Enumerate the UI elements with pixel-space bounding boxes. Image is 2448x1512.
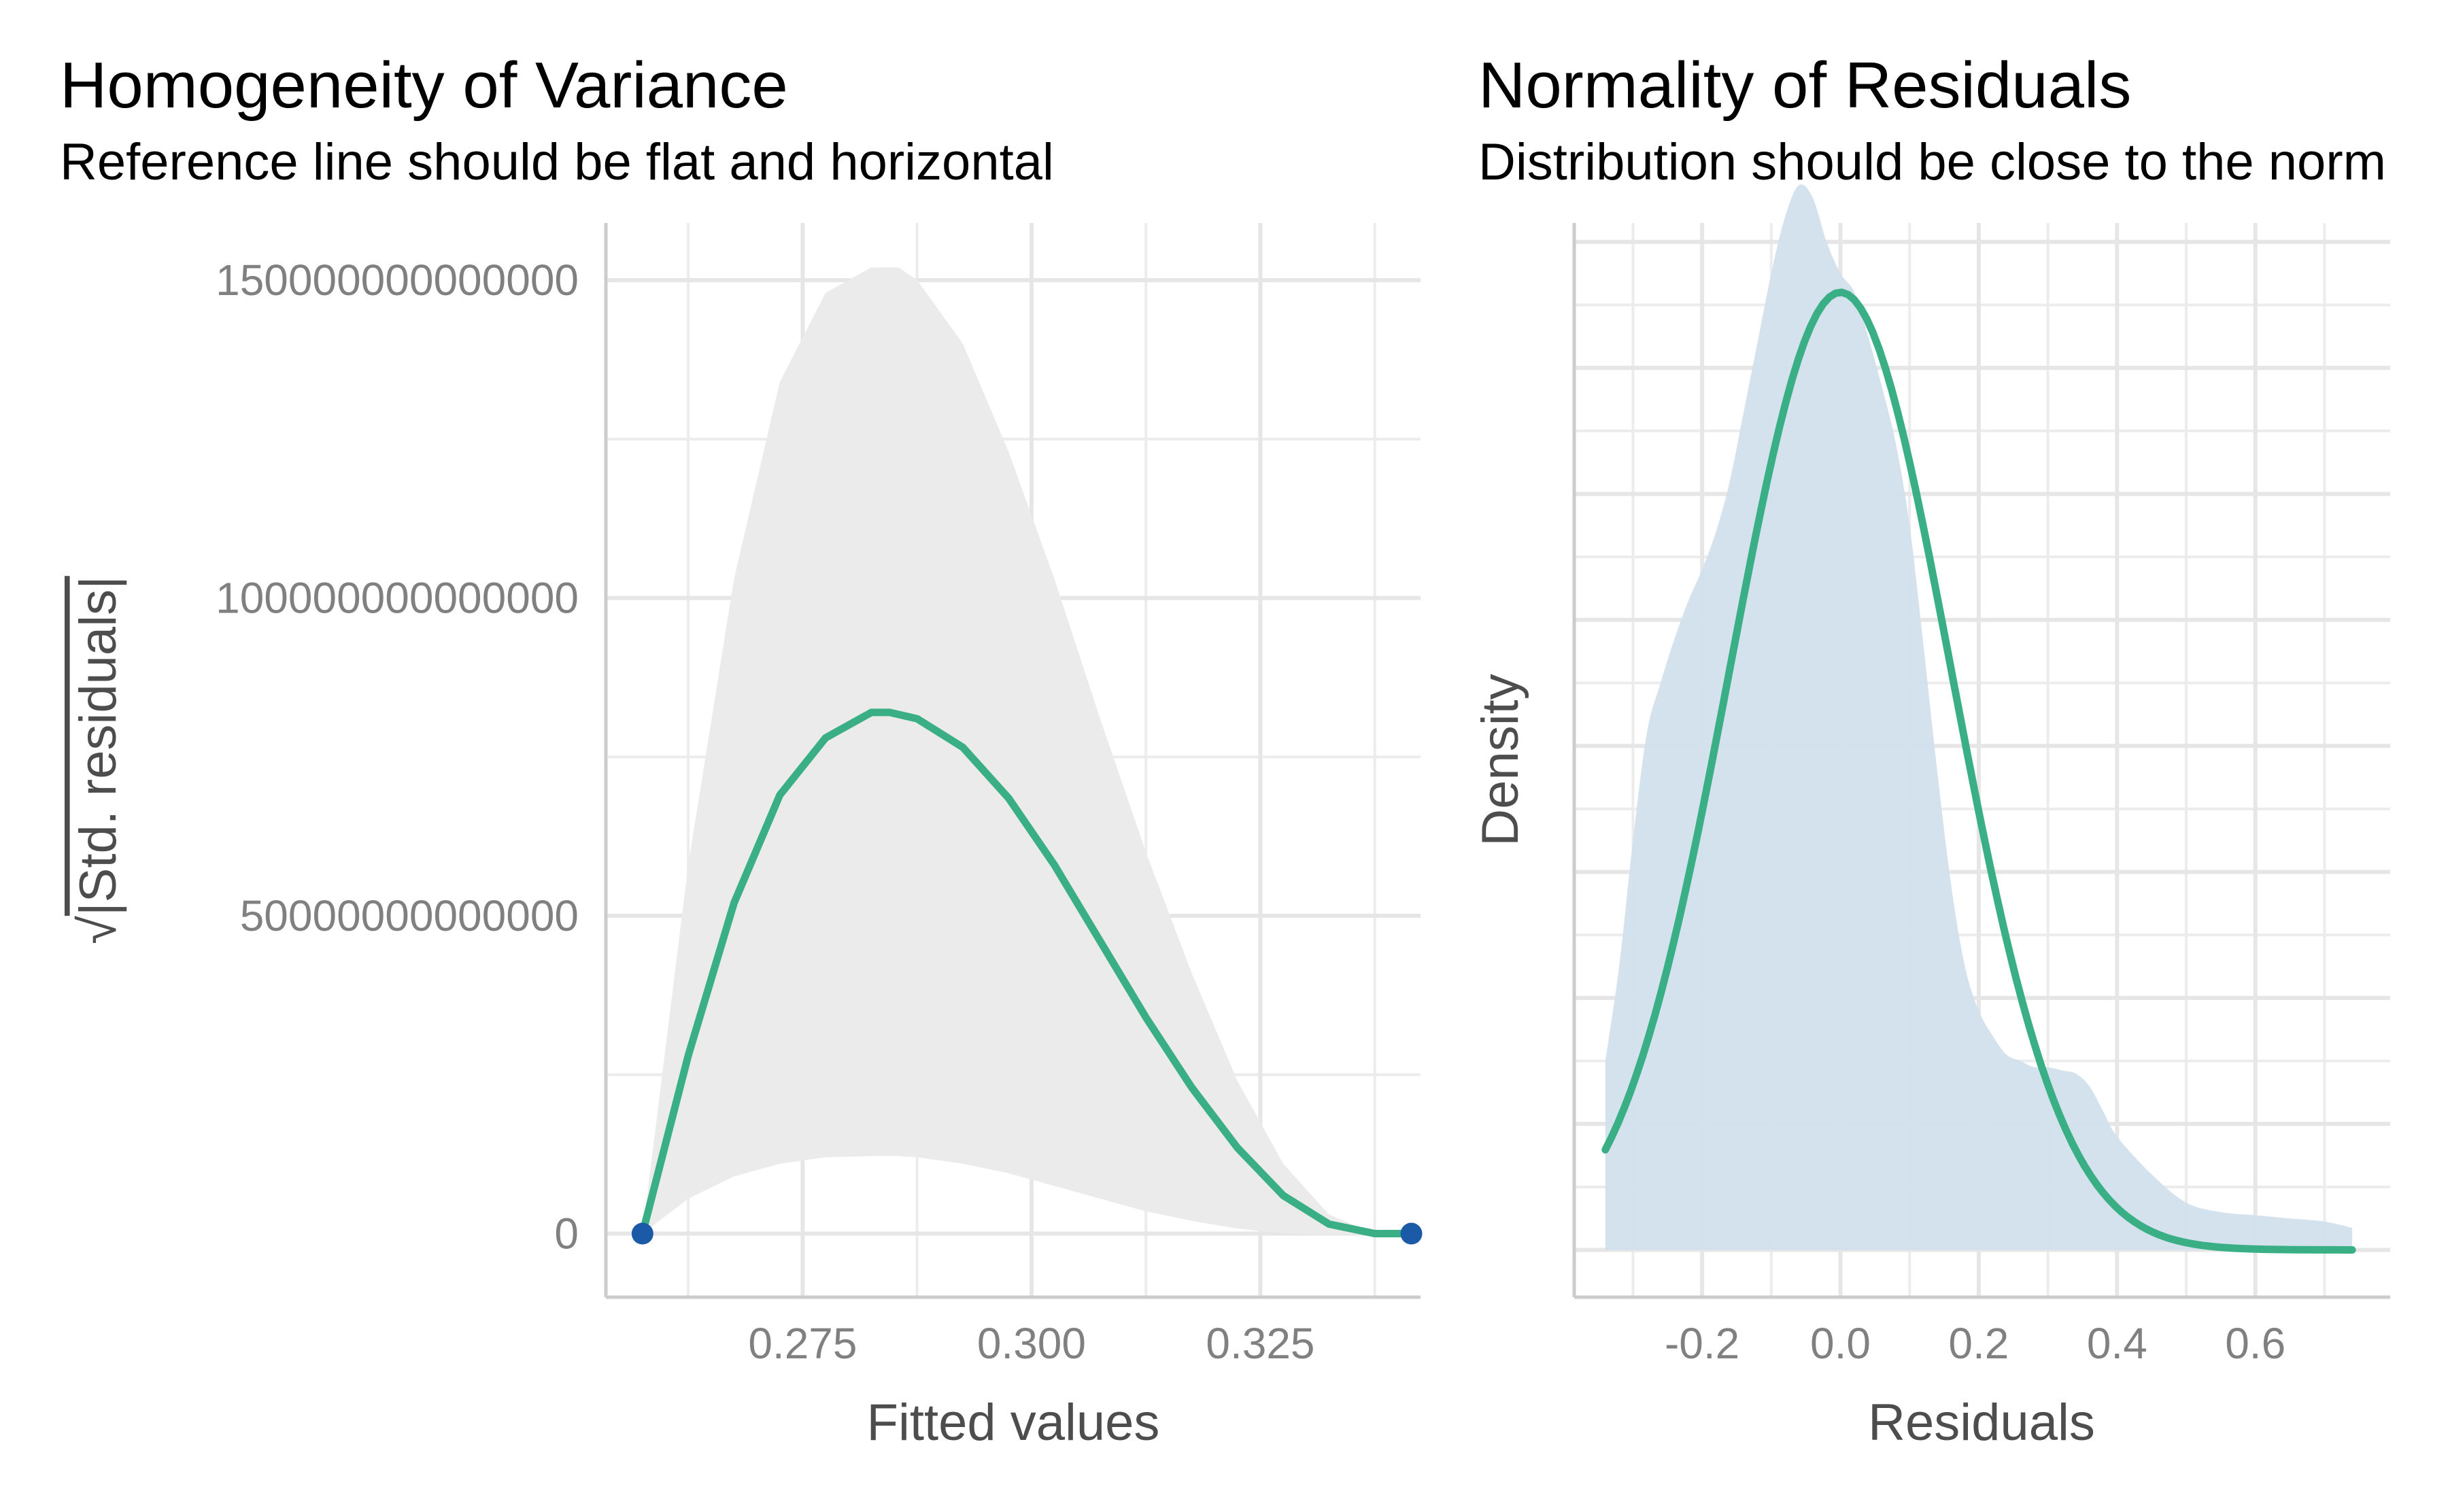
- normality-y-axis-title: Density: [1472, 674, 1529, 846]
- y-tick-label: 100000000000000: [216, 574, 579, 623]
- x-tick-label: -0.2: [1665, 1319, 1739, 1368]
- sqrt-symbol: √: [69, 916, 127, 944]
- variance-subtitle: Reference line should be flat and horizo…: [60, 133, 1054, 191]
- variance-confidence-band: [642, 267, 1412, 1235]
- normality-x-axis-title: Residuals: [1868, 1394, 2095, 1451]
- variance-x-ticks: 0.275 0.300 0.325: [748, 1319, 1314, 1368]
- x-tick-label: 0.2: [1948, 1319, 2009, 1368]
- variance-title: Homogeneity of Variance: [60, 49, 788, 122]
- normality-subtitle: Distribution should be close to the norm: [1478, 133, 2386, 191]
- variance-x-axis-title: Fitted values: [867, 1394, 1160, 1451]
- data-point: [1400, 1222, 1423, 1245]
- variance-y-axis-title-text: |Std. residuals|: [69, 576, 127, 916]
- x-tick-label: 0.0: [1810, 1319, 1871, 1368]
- y-tick-label: 0: [554, 1209, 579, 1258]
- variance-points: [631, 1222, 1423, 1245]
- normality-panel: Normality of Residuals Distribution shou…: [1472, 49, 2390, 1451]
- variance-smooth-line: [639, 708, 1415, 1237]
- normality-x-ticks: -0.2 0.0 0.2 0.4 0.6: [1665, 1319, 2285, 1368]
- y-tick-label: 150000000000000: [216, 256, 579, 305]
- x-tick-label: 0.325: [1206, 1319, 1314, 1368]
- variance-y-ticks: 0 50000000000000 100000000000000 1500000000…: [216, 256, 579, 1258]
- x-tick-label: 0.6: [2225, 1319, 2285, 1368]
- variance-y-axis-title: √|Std. residuals|: [69, 576, 127, 944]
- data-point: [631, 1222, 653, 1245]
- x-tick-label: 0.300: [977, 1319, 1086, 1368]
- variance-panel: Homogeneity of Variance Reference line s…: [60, 49, 1423, 1451]
- x-tick-label: 0.275: [748, 1319, 857, 1368]
- normality-title: Normality of Residuals: [1478, 49, 2131, 122]
- normality-density-area: [1605, 184, 2353, 1250]
- y-tick-label: 50000000000000: [240, 891, 579, 940]
- normality-normal-curve: [1601, 288, 2356, 1254]
- x-tick-label: 0.4: [2087, 1319, 2147, 1368]
